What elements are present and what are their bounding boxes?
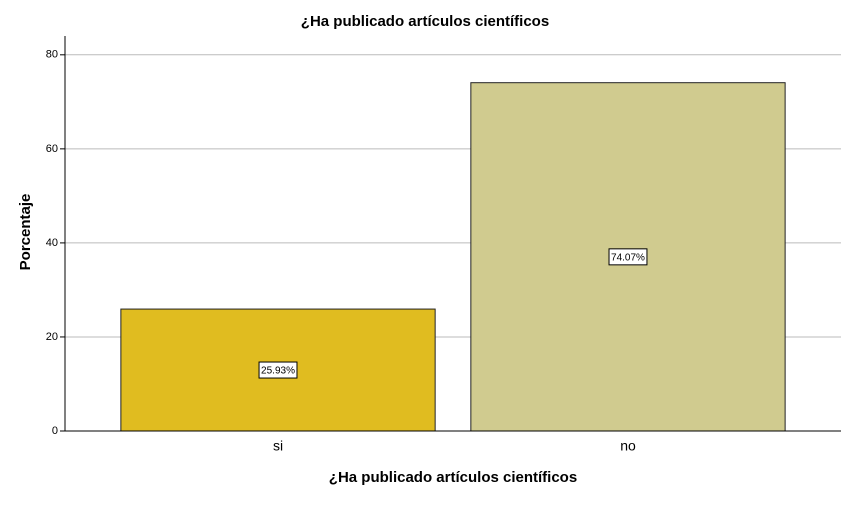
x-tick-label: no — [620, 438, 636, 454]
y-tick-label: 80 — [46, 49, 58, 61]
value-label-box — [258, 361, 298, 379]
value-label: 74.07% — [611, 252, 645, 263]
bar — [120, 308, 436, 432]
y-axis-title: Porcentaje — [17, 194, 34, 271]
y-tick-label: 0 — [52, 425, 58, 437]
y-tick-label: 20 — [46, 331, 58, 343]
y-tick-label: 40 — [46, 237, 58, 249]
value-label: 25.93% — [261, 366, 295, 377]
x-axis-title: ¿Ha publicado artículos científicos — [329, 469, 577, 486]
value-label-box — [608, 248, 648, 266]
chart-title: ¿Ha publicado artículos científicos — [301, 13, 549, 30]
x-tick-label: si — [273, 438, 283, 454]
y-tick-label: 60 — [46, 143, 58, 155]
